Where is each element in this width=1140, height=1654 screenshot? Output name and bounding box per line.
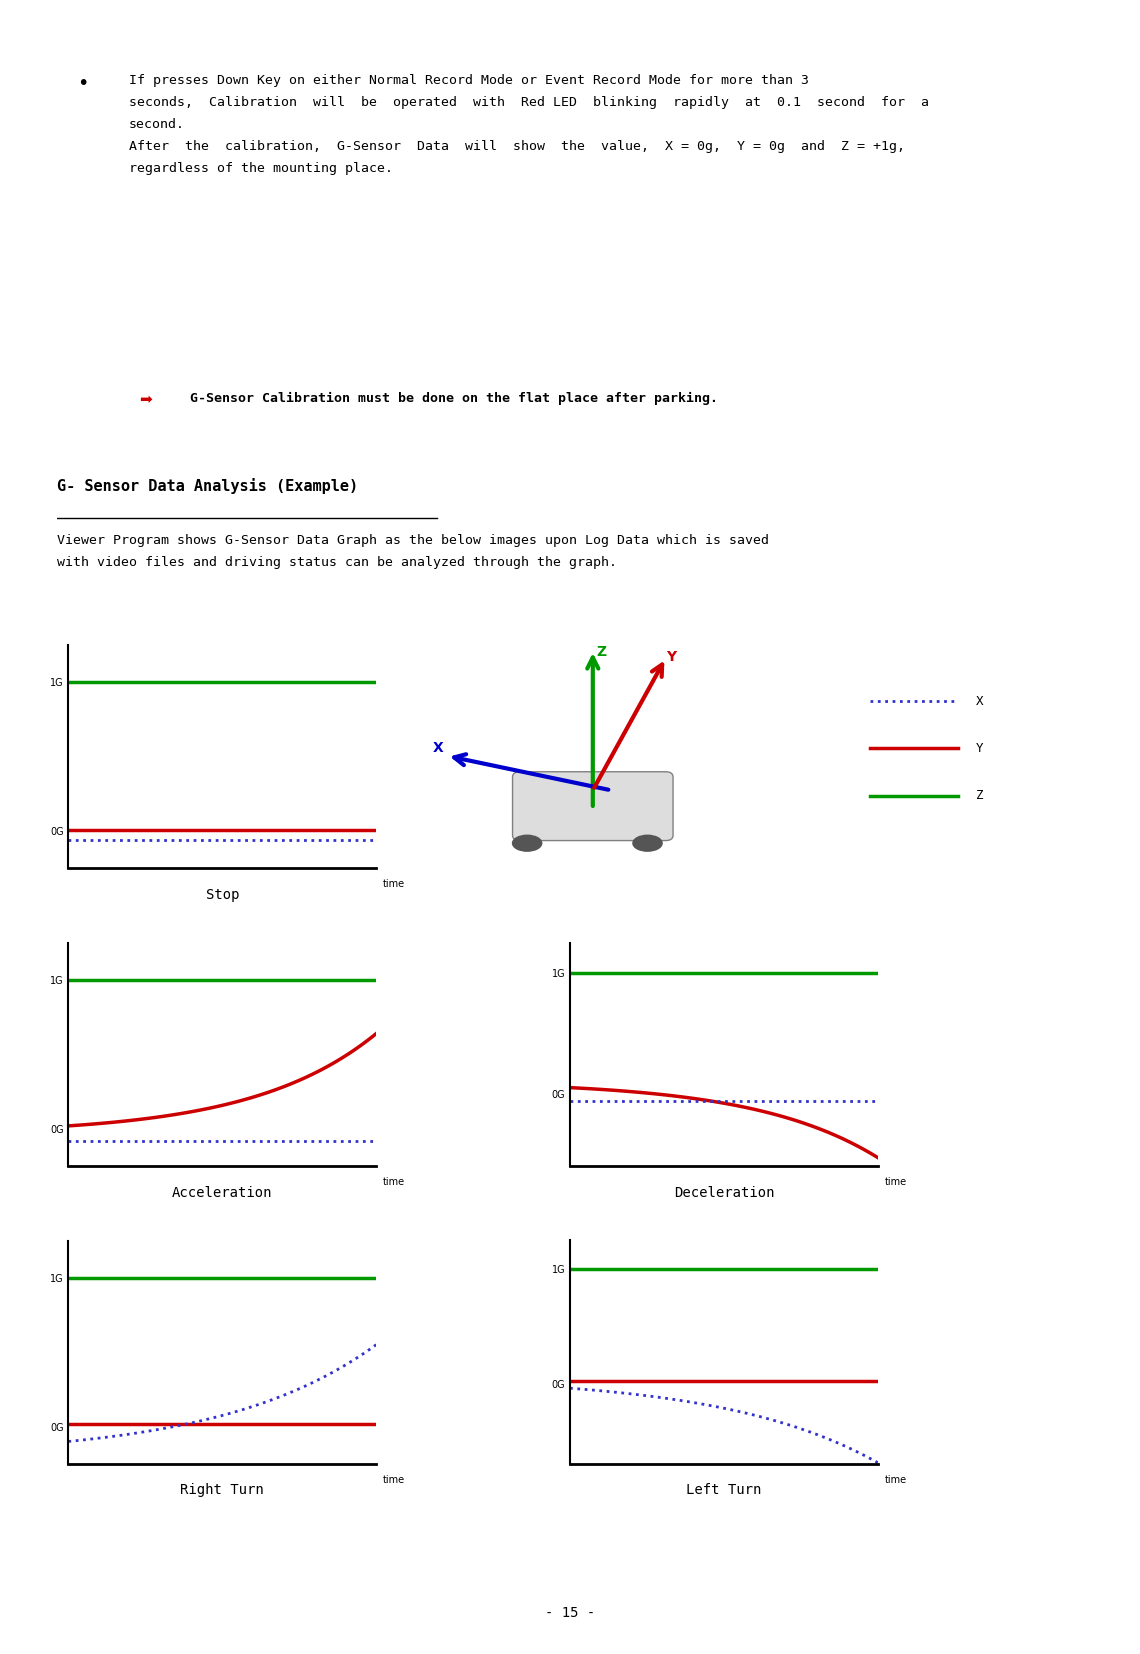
Text: Z: Z [596, 645, 606, 658]
Text: If presses Down Key on either Normal Record Mode or Event Record Mode for more t: If presses Down Key on either Normal Rec… [129, 74, 929, 175]
Text: Viewer Program shows G-Sensor Data Graph as the below images upon Log Data which: Viewer Program shows G-Sensor Data Graph… [57, 534, 770, 569]
Text: Right Turn: Right Turn [180, 1484, 264, 1497]
Text: Y: Y [976, 743, 983, 754]
FancyBboxPatch shape [513, 772, 673, 840]
Text: time: time [885, 1475, 906, 1485]
Ellipse shape [633, 835, 662, 852]
Text: G- Sensor Data Analysis (Example): G- Sensor Data Analysis (Example) [57, 478, 358, 495]
Text: time: time [383, 880, 405, 890]
Text: X: X [976, 695, 983, 708]
Text: •: • [78, 74, 89, 93]
Text: time: time [885, 1178, 906, 1188]
Text: Y: Y [666, 650, 676, 663]
Text: Z: Z [976, 789, 983, 802]
Text: X: X [432, 741, 443, 754]
Text: time: time [383, 1475, 405, 1485]
Text: Acceleration: Acceleration [172, 1186, 272, 1199]
Text: ➡: ➡ [139, 392, 152, 407]
Ellipse shape [513, 835, 542, 852]
Text: - 15 -: - 15 - [545, 1606, 595, 1619]
Text: Left Turn: Left Turn [686, 1484, 762, 1497]
Text: time: time [383, 1178, 405, 1188]
Text: Stop: Stop [205, 888, 239, 901]
Text: Deceleration: Deceleration [674, 1186, 774, 1199]
Text: G-Sensor Calibration must be done on the flat place after parking.: G-Sensor Calibration must be done on the… [190, 392, 718, 405]
